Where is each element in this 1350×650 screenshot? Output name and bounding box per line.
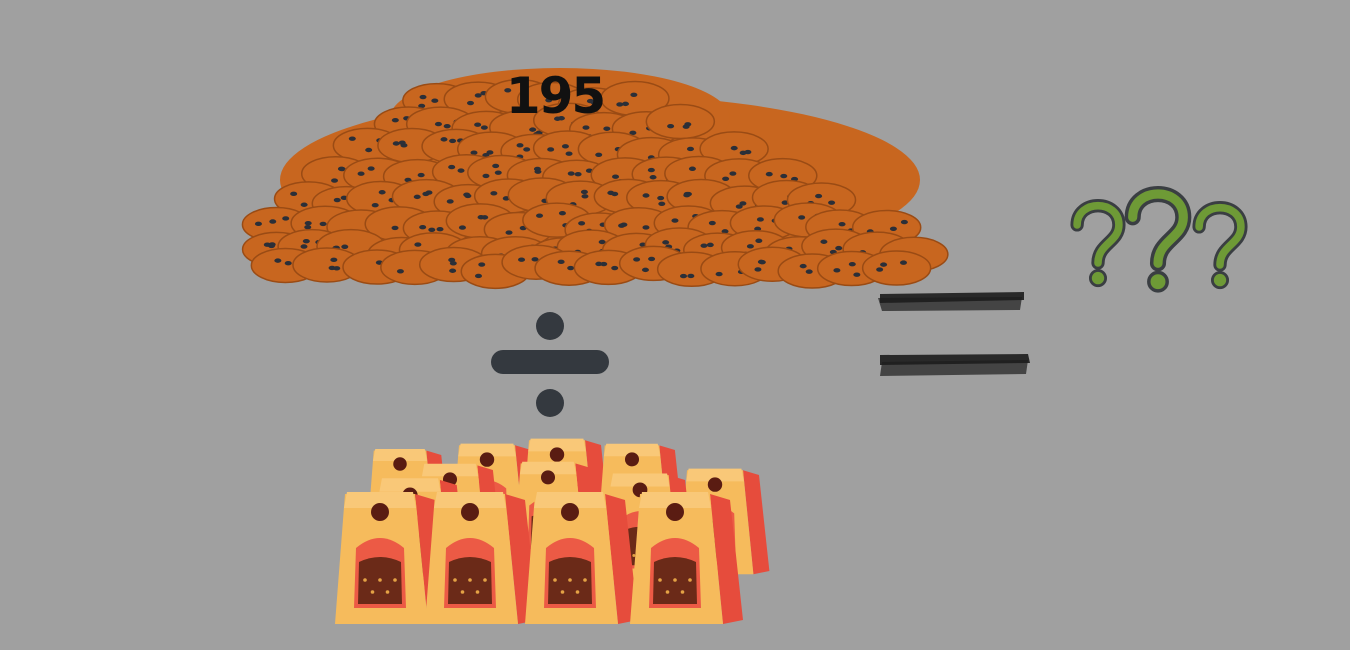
chalk-equals-sign xyxy=(878,292,1030,376)
cookie-bag xyxy=(525,492,638,624)
cookie xyxy=(646,105,714,139)
question-marks xyxy=(1077,194,1241,291)
cookie-bags-group xyxy=(335,439,769,624)
cookie-bag xyxy=(425,492,538,624)
question-mark xyxy=(1133,194,1184,291)
question-mark xyxy=(1077,206,1119,286)
division-dot-top xyxy=(536,312,564,340)
division-dot-bottom xyxy=(536,389,564,417)
cookie xyxy=(863,251,931,285)
division-bar xyxy=(491,350,609,374)
cookie-count-label: 195 xyxy=(500,64,610,128)
division-sign xyxy=(491,312,609,417)
cookie-bag xyxy=(630,492,743,624)
question-mark xyxy=(1199,208,1241,288)
